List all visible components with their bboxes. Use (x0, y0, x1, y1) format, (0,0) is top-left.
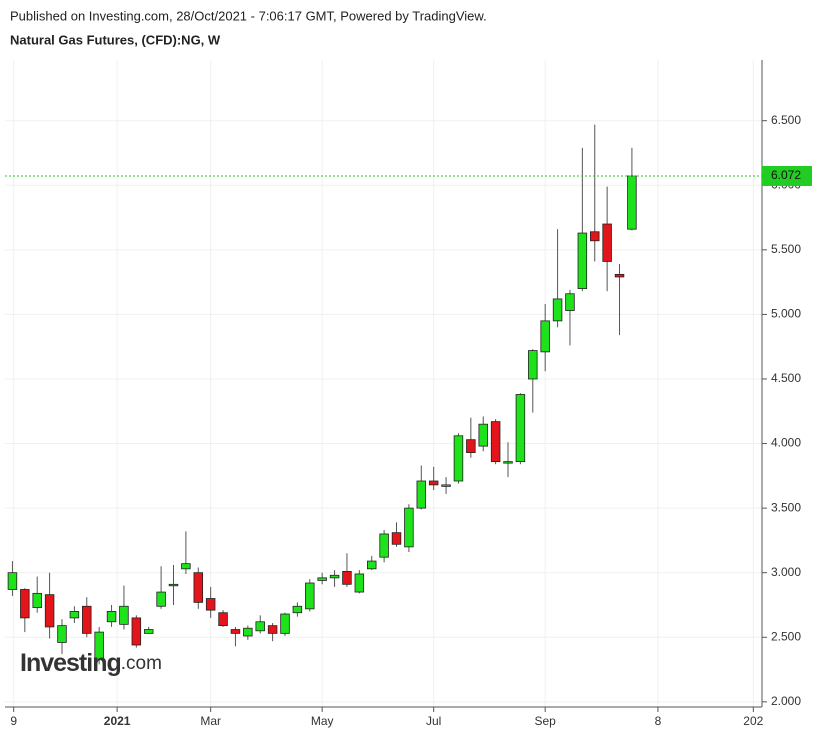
candle-body (528, 350, 538, 380)
x-tick-label: May (311, 714, 334, 728)
candle-body (205, 598, 216, 611)
x-tick-label: 202 (743, 714, 763, 728)
candle-body (466, 439, 476, 453)
candle-body (156, 591, 166, 607)
x-tick-label: Jul (426, 714, 441, 728)
candle-body (57, 625, 67, 643)
candle-body (143, 629, 154, 634)
candle-body (94, 631, 104, 660)
y-tick-label: 4.000 (771, 436, 801, 450)
candle-body (329, 574, 340, 579)
price-label-box (762, 165, 812, 186)
candle-body (218, 612, 228, 627)
candle-body (267, 625, 278, 634)
candle-body (552, 298, 563, 322)
candle-body (342, 571, 352, 585)
candle-body (627, 175, 637, 230)
y-tick-label: 2.000 (771, 694, 801, 708)
x-tick-label: Sep (535, 714, 557, 728)
candle-body (540, 320, 550, 353)
candle-body (515, 394, 526, 463)
candle-body (590, 231, 600, 242)
candle-body (577, 232, 588, 289)
logo-suffix: .com (121, 653, 162, 674)
y-tick-label: 5.500 (771, 242, 801, 256)
candle-body (168, 583, 179, 587)
candle-body (255, 621, 265, 632)
candle-body (602, 223, 612, 262)
x-tick-label: 8 (655, 714, 662, 728)
x-tick-label: 2021 (104, 714, 131, 728)
y-tick-label: 2.500 (771, 629, 801, 643)
candle-body (416, 480, 427, 509)
candle-body (32, 592, 42, 608)
candle-body (503, 461, 513, 464)
candle-body (7, 572, 18, 590)
y-tick-label: 6.500 (771, 113, 801, 127)
candle-body (82, 605, 92, 634)
candle-body (280, 613, 290, 634)
candle-body (354, 573, 365, 593)
y-tick-label: 5.000 (771, 307, 801, 321)
x-tick-label: 9 (10, 714, 17, 728)
candle-body (181, 563, 191, 570)
candle-body (428, 480, 439, 486)
chart-title: Natural Gas Futures, (CFD):NG, W (10, 32, 221, 47)
y-tick-label: 4.500 (771, 371, 801, 385)
x-tick-label: Mar (200, 714, 221, 728)
candle-body (69, 611, 80, 619)
candles (7, 124, 637, 665)
candle-body (292, 605, 303, 614)
y-tick-label: 3.500 (771, 500, 801, 514)
candle-body (441, 484, 451, 487)
candle-body (565, 293, 575, 311)
candle-body (243, 627, 253, 637)
candle-body (478, 423, 488, 447)
candle-body (391, 532, 402, 545)
logo: Investing.com (20, 649, 162, 677)
axes: 2.000 2.500 3.000 3.500 4.000 4.500 5.000 5.500… (5, 60, 812, 728)
candle-body (379, 533, 389, 558)
candle-body (193, 572, 204, 603)
candle-body (20, 589, 30, 619)
candle-body (106, 611, 117, 623)
candle-body (305, 582, 315, 610)
y-tick-label: 3.000 (771, 565, 801, 579)
candle-body (317, 577, 327, 581)
chart-subtitle: Published on Investing.com, 28/Oct/2021 … (10, 8, 487, 23)
candle-body (453, 435, 464, 482)
candle-body (614, 273, 625, 278)
candle-body (131, 617, 142, 646)
candle-body (230, 629, 241, 634)
candle-body (490, 421, 501, 463)
price-label: 6.072 (771, 168, 801, 182)
candle-body (366, 560, 377, 570)
logo-name: Investing (20, 649, 121, 677)
candle-body (44, 594, 55, 628)
candle-body (404, 507, 414, 548)
candle-body (119, 605, 129, 625)
